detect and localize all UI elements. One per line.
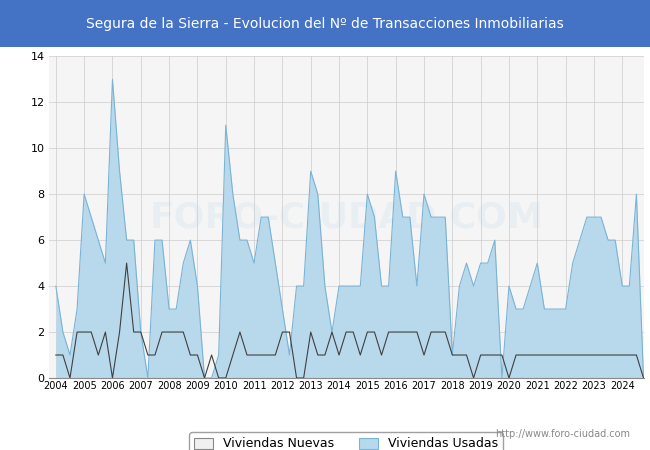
Text: Segura de la Sierra - Evolucion del Nº de Transacciones Inmobiliarias: Segura de la Sierra - Evolucion del Nº d… [86,17,564,31]
Legend: Viviendas Nuevas, Viviendas Usadas: Viviendas Nuevas, Viviendas Usadas [189,432,503,450]
Text: FORO-CIUDAD.COM: FORO-CIUDAD.COM [150,200,543,234]
Text: http://www.foro-ciudad.com: http://www.foro-ciudad.com [495,429,630,439]
